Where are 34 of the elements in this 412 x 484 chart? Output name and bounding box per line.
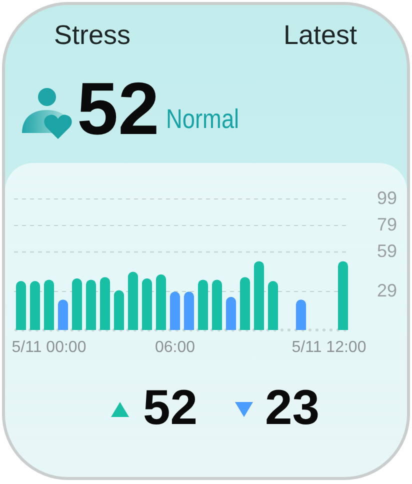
- bar: [44, 280, 54, 330]
- x-tick-label: 5/11 00:00: [12, 339, 86, 356]
- x-tick-label: 5/11 12:00: [292, 339, 366, 356]
- bar: [142, 278, 152, 330]
- bar: [156, 274, 166, 330]
- y-tick-label: 79: [376, 214, 397, 234]
- bar: [212, 280, 222, 330]
- bar: [338, 261, 348, 330]
- bar: [30, 281, 40, 330]
- bar: [100, 277, 110, 330]
- bar: [114, 290, 124, 330]
- chart-title: Stress: [54, 20, 131, 50]
- bar: [184, 292, 194, 330]
- bar: [296, 300, 306, 330]
- bar: [268, 281, 278, 330]
- bar: [16, 281, 26, 330]
- x-tick-label: 06:00: [154, 339, 196, 356]
- bar: [254, 261, 264, 330]
- text: 23: [265, 381, 320, 435]
- text: 52: [143, 381, 198, 435]
- text: 52: [77, 67, 160, 150]
- bar: [240, 277, 250, 330]
- text: Latest: [283, 20, 357, 50]
- y-tick-label: 99: [376, 188, 397, 208]
- y-tick-label: 59: [376, 240, 397, 261]
- bar: [86, 280, 96, 330]
- bar: [72, 278, 82, 330]
- bar: [226, 296, 236, 330]
- bar: [198, 280, 208, 330]
- bar: [170, 292, 180, 330]
- bar: [128, 272, 138, 330]
- text: Normal: [166, 104, 240, 134]
- y-tick-label: 29: [376, 280, 397, 301]
- bar: [58, 300, 68, 330]
